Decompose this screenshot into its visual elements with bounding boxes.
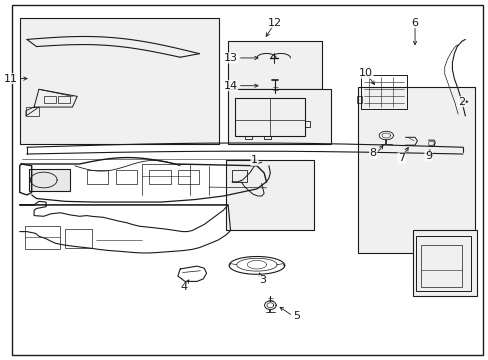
Bar xyxy=(228,89,330,144)
Bar xyxy=(228,41,321,89)
Bar xyxy=(415,236,470,291)
Bar xyxy=(115,170,137,184)
Text: 13: 13 xyxy=(224,53,237,63)
Text: 4: 4 xyxy=(180,283,187,292)
Bar xyxy=(420,245,461,288)
Bar xyxy=(231,170,246,182)
Bar xyxy=(29,169,70,191)
Text: 11: 11 xyxy=(4,73,18,84)
Bar xyxy=(65,229,91,248)
Text: 14: 14 xyxy=(223,81,237,91)
Bar xyxy=(357,87,474,253)
Text: 1: 1 xyxy=(250,156,258,166)
Text: 3: 3 xyxy=(259,275,265,285)
Bar xyxy=(24,226,61,249)
Bar xyxy=(178,170,199,184)
Text: 8: 8 xyxy=(369,148,376,158)
Text: 6: 6 xyxy=(411,18,418,28)
Bar xyxy=(225,161,314,230)
Bar xyxy=(356,96,362,103)
Text: 10: 10 xyxy=(358,68,372,78)
Bar xyxy=(87,170,108,184)
Bar xyxy=(361,75,406,109)
Text: 2: 2 xyxy=(457,97,465,107)
Text: 7: 7 xyxy=(397,153,405,163)
Bar xyxy=(235,98,304,135)
Text: 9: 9 xyxy=(424,151,431,161)
Text: 12: 12 xyxy=(267,18,282,28)
Bar xyxy=(20,18,218,144)
Bar xyxy=(26,107,39,116)
Bar xyxy=(58,96,70,103)
Text: 5: 5 xyxy=(292,311,299,321)
Bar xyxy=(412,230,476,296)
Bar xyxy=(43,96,56,103)
Bar xyxy=(149,170,170,184)
